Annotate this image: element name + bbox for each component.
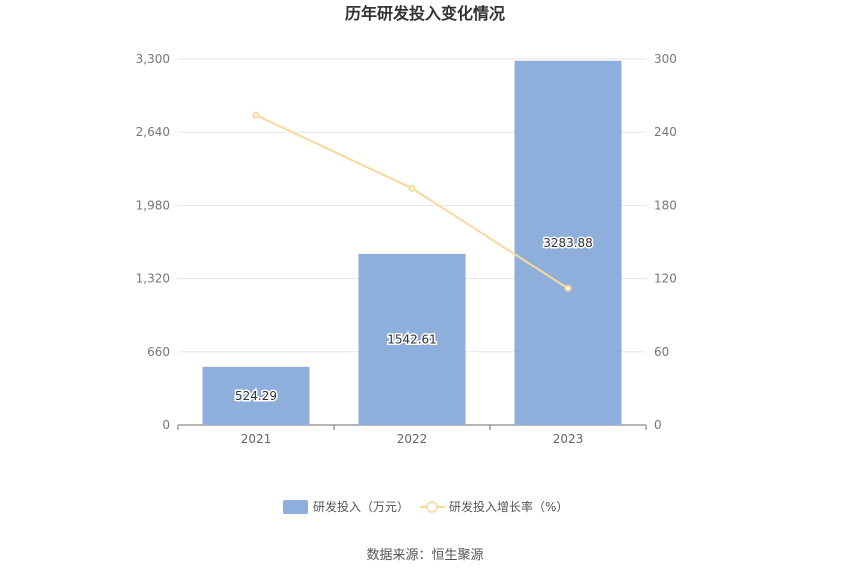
bar-data-label: 524.29 [235,389,277,403]
legend-item-line[interactable]: 研发投入增长率（%） [420,499,568,514]
y-right-tick-label: 60 [654,345,669,359]
bar [514,60,622,426]
legend: 研发投入（万元） 研发投入增长率（%） [283,499,568,514]
bar [202,366,310,425]
legend-swatch-marker [426,501,438,513]
line-point [252,111,260,119]
legend-label-bar: 研发投入（万元） [313,499,409,514]
chart-title: 历年研发投入变化情况 [345,4,505,23]
data-labels: 524.29 1542.61 3283.88 [234,234,595,404]
y-right-tick-label: 180 [654,198,677,212]
line-point [408,184,416,192]
y-left-tick-label: 1,980 [136,198,170,212]
y-left-tick-label: 1,320 [136,272,170,286]
bar-data-label: 1542.61 [387,332,437,346]
y-left-tick-label: 2,640 [136,125,170,139]
x-tick-label: 2021 [241,432,272,446]
y-right-tick-label: 120 [654,272,677,286]
bar-data-label: 3283.88 [543,236,593,250]
y-left-tick-label: 3,300 [136,52,170,66]
x-tick-label: 2022 [397,432,428,446]
y-right-tick-label: 240 [654,125,677,139]
y-left-tick-label: 660 [147,345,170,359]
legend-item-bar[interactable]: 研发投入（万元） [283,499,409,514]
bar-series [202,60,622,426]
legend-swatch-bar [283,500,308,514]
legend-label-line: 研发投入增长率（%） [449,499,568,514]
source-note: 数据来源：恒生聚源 [366,548,483,563]
y-right-tick-label: 300 [654,52,677,66]
x-tick-label: 2023 [553,432,584,446]
y-left-tick-label: 0 [162,418,170,432]
y-right-tick-label: 0 [654,418,662,432]
line-series [252,111,572,292]
bar [358,253,466,425]
line-point [564,284,572,292]
